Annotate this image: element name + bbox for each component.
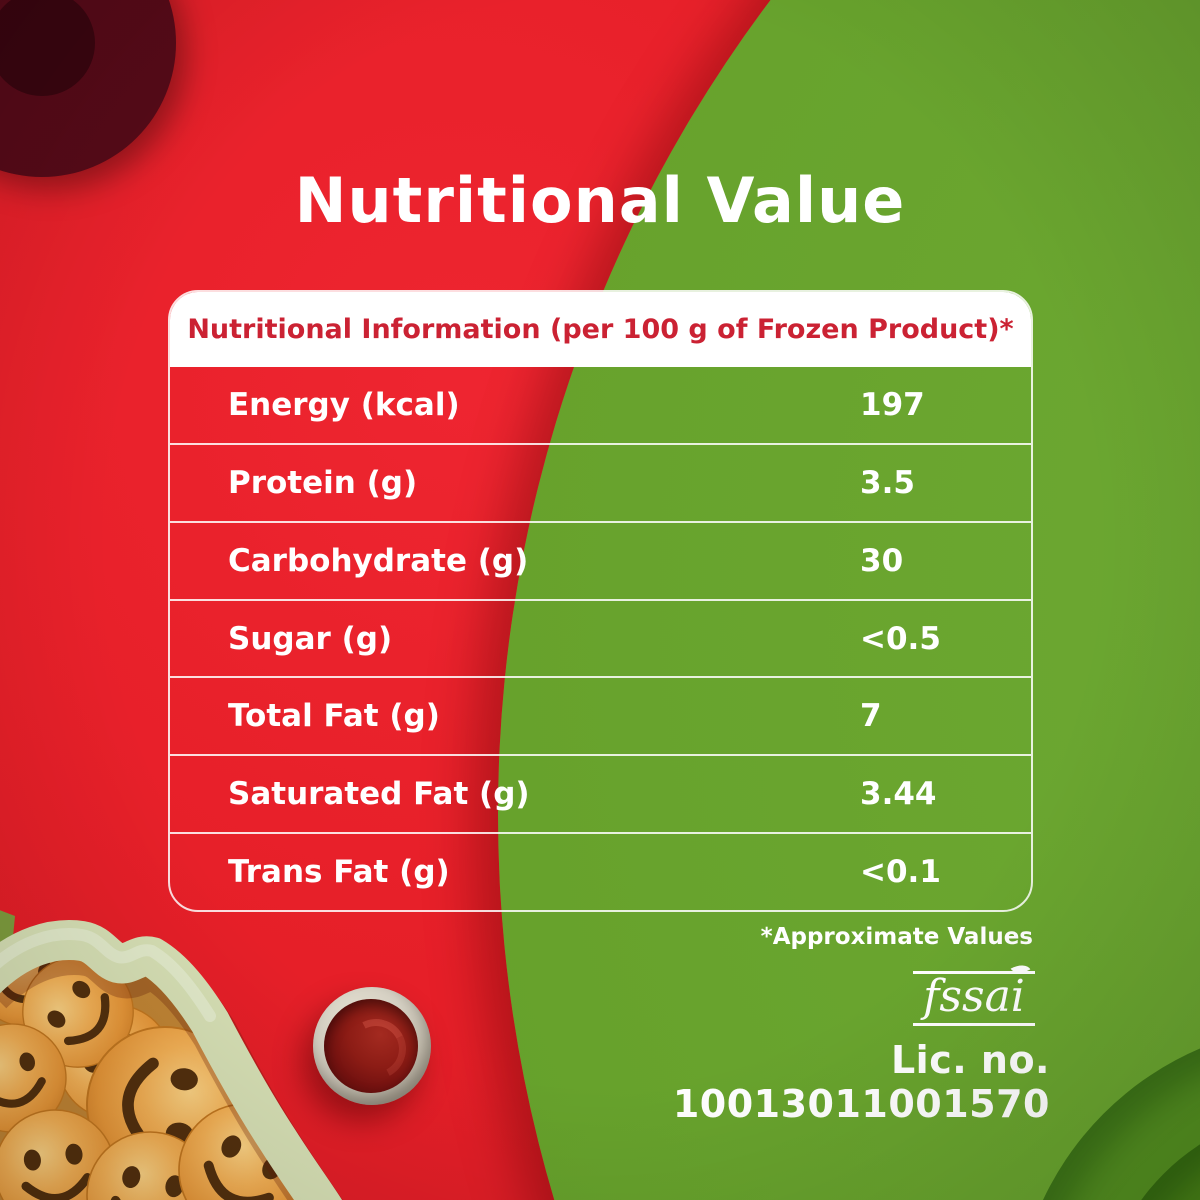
row-label: Sugar (g)	[228, 620, 393, 657]
table-row: Sugar (g) <0.5	[170, 598, 1031, 677]
row-value: 197	[860, 386, 925, 423]
fssai-logo: fssai	[903, 960, 1045, 1027]
row-value: 7	[860, 698, 882, 735]
table-row: Protein (g) 3.5	[170, 442, 1031, 521]
nutrition-table-body: Energy (kcal) 197 Protein (g) 3.5 Carboh…	[170, 367, 1031, 910]
row-value: 3.44	[860, 776, 937, 813]
row-label: Saturated Fat (g)	[228, 776, 530, 813]
approximate-values-footnote: *Approximate Values	[760, 924, 1033, 950]
table-row: Energy (kcal) 197	[170, 367, 1031, 443]
row-value: <0.5	[860, 620, 941, 657]
row-value: <0.1	[860, 854, 941, 891]
ketchup-sauce	[324, 999, 418, 1093]
fssai-logo-text: fssai	[913, 971, 1035, 1027]
row-value: 3.5	[860, 464, 915, 501]
row-value: 30	[860, 542, 904, 579]
nutrition-table: Nutritional Information (per 100 g of Fr…	[168, 290, 1033, 912]
table-row: Saturated Fat (g) 3.44	[170, 754, 1031, 832]
table-row: Carbohydrate (g) 30	[170, 520, 1031, 599]
table-row: Trans Fat (g) <0.1	[170, 832, 1031, 910]
smiley-fries-photo	[0, 910, 343, 1200]
row-label: Total Fat (g)	[228, 698, 440, 735]
row-label: Carbohydrate (g)	[228, 542, 529, 579]
license-number: Lic. no. 10013011001570	[672, 1038, 1050, 1126]
page-title: Nutritional Value	[294, 164, 906, 237]
table-header: Nutritional Information (per 100 g of Fr…	[170, 292, 1031, 367]
maroon-circle-inner	[0, 0, 95, 96]
ketchup-dip-bowl	[313, 987, 431, 1105]
row-label: Energy (kcal)	[228, 386, 460, 423]
bowl-rim-highlight	[0, 928, 216, 1022]
row-label: Trans Fat (g)	[228, 854, 450, 891]
table-row: Total Fat (g) 7	[170, 676, 1031, 754]
row-label: Protein (g)	[228, 464, 418, 501]
